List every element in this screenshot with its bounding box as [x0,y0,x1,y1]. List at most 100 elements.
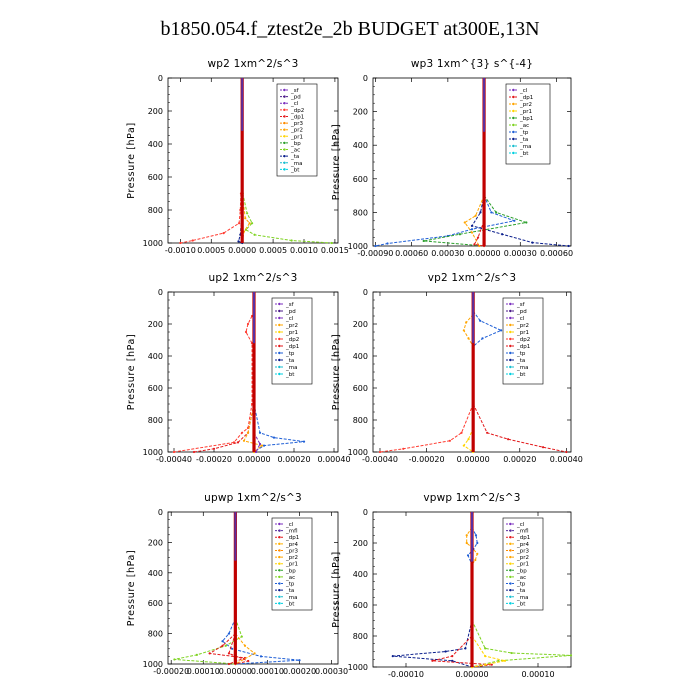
x-tick-label: 0.00000 [237,455,270,464]
data-point [244,217,247,220]
data-point [179,241,182,245]
legend-marker [509,555,512,559]
x-tick-label: 0.00030 [315,667,348,676]
legend-label: _sf [290,88,300,94]
legend-marker [278,595,281,598]
legend-marker [509,302,512,306]
y-axis-label: Pressure [hPa] [331,124,342,201]
legend-marker [278,582,281,585]
legend-label: _bt [285,601,295,607]
data-point [246,322,250,326]
data-point [462,329,465,332]
data-point [258,442,262,446]
chart-panel-2: wp3 1xm^{3} s^{-4} Pressure [hPa] 0 200 400 6… [331,58,573,258]
data-point [470,231,474,234]
legend-marker [512,137,515,141]
legend-marker [283,95,286,98]
legend-marker [283,168,286,171]
legend-marker [509,562,512,565]
x-tick-label: 0.0005 [197,246,225,255]
data-point [227,632,231,635]
data-point [479,319,482,322]
data-point [465,534,468,537]
data-point [458,233,462,236]
legend-label: _dp1 [285,344,299,350]
data-point [462,444,465,447]
legend-marker [509,309,512,313]
legend-label: _mfl [516,529,529,535]
panel-title: upwp 1xm^2/s^3 [204,492,302,504]
legend-label: _sf [516,302,526,308]
data-point [374,244,377,248]
legend-marker [509,344,512,348]
chart-panel-3: up2 1xm^2/s^3 Pressure [hPa] 0 200 400 600 800… [126,272,351,464]
data-point [567,244,570,248]
data-point [222,232,225,235]
legend-marker [278,562,281,565]
legend-label: _bp [516,568,527,574]
data-point [224,644,227,647]
legend-marker [283,121,286,125]
y-tick-label: 800 [353,208,368,217]
legend-marker [283,148,286,151]
legend-label: _ta [290,154,299,160]
x-tick-label: 0.00030 [504,249,537,258]
data-point [242,439,246,442]
legend-label: _bp [285,568,296,574]
data-point [246,431,250,434]
x-tick-label: 0.00040 [317,455,350,464]
y-tick-label: 800 [148,630,163,639]
series-line-bp1 [423,195,527,247]
data-point [431,659,434,662]
data-point [513,219,516,222]
legend-label: _pr3 [516,548,530,554]
y-tick-label: 200 [353,108,368,117]
series-line-pr2 [235,633,256,665]
legend-label: _ta [285,588,294,594]
x-tick-label: 0.00030 [431,249,464,258]
x-tick-label: 0.00060 [540,249,573,258]
y-tick-label: 600 [148,384,163,393]
data-point [246,212,249,215]
series-line-tp [467,527,478,565]
legend-marker [512,95,515,99]
data-point [531,241,534,244]
y-tick-label: 0 [158,74,163,83]
data-point [253,652,256,655]
data-point [330,241,333,245]
data-point [507,438,510,441]
legend-label: _bt [516,372,526,378]
legend-label: _tp [516,582,526,588]
panel-title: up2 1xm^2/s^3 [208,272,297,284]
legend-marker [509,358,512,362]
data-point [495,211,498,214]
y-tick-label: 1000 [143,660,163,669]
data-point [467,438,470,441]
y-tick-label: 200 [148,107,163,116]
legend-marker [278,569,281,572]
x-tick-label: 0.00000 [468,249,501,258]
legend-marker [509,569,512,572]
legend-marker [283,88,286,92]
data-point [481,337,484,340]
legend-label: _pr4 [285,542,299,548]
y-tick-label: 1000 [348,663,368,672]
series-line-dp1 [208,633,246,665]
series-line-ta [392,620,473,668]
plot-frame [167,511,339,665]
legend-marker [283,115,286,118]
data-point [240,431,244,434]
series-line-ac [242,193,332,244]
legend-label: _ac [290,148,300,154]
legend-marker [512,123,515,127]
legend-marker [278,602,281,605]
data-point [208,652,211,655]
x-tick-label: -0.0010 [165,246,196,255]
legend-label: _pr2 [519,102,532,108]
legend-marker [509,365,512,369]
legend-marker [283,141,286,145]
legend-label: _pr2 [285,555,298,561]
legend-label: _ac [519,123,529,129]
data-point [259,655,263,658]
x-tick-label: -0.00040 [156,455,192,464]
